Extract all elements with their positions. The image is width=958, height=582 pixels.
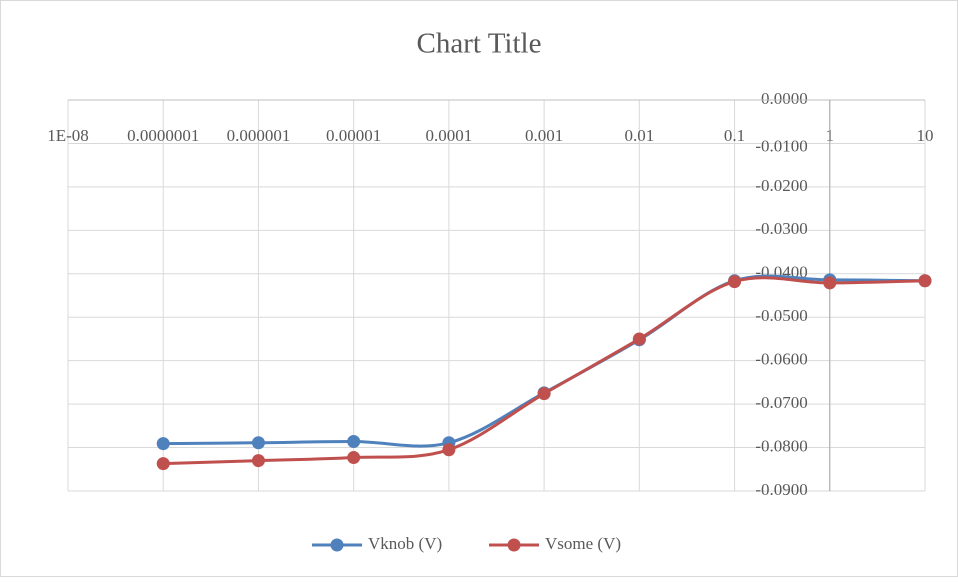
- data-point: [251, 454, 265, 468]
- y-tick-label: -0.0200: [755, 176, 807, 195]
- y-tick-label: -0.0600: [755, 350, 807, 369]
- y-tick-label: -0.0100: [755, 136, 807, 155]
- data-point: [442, 443, 456, 457]
- data-point: [347, 451, 361, 465]
- x-tick-label: 0.0001: [426, 126, 473, 145]
- x-tick-label: 0.000001: [227, 126, 291, 145]
- data-point: [347, 434, 361, 448]
- chart-title: Chart Title: [417, 28, 542, 60]
- data-point: [537, 387, 551, 401]
- data-point: [918, 274, 932, 288]
- data-point: [251, 436, 265, 450]
- legend-label: Vsome (V): [545, 534, 621, 553]
- y-tick-label: -0.0700: [755, 393, 807, 412]
- data-point: [156, 437, 170, 451]
- data-point: [823, 276, 837, 290]
- y-tick-label: 0.0000: [761, 89, 808, 108]
- y-tick-label: -0.0300: [755, 219, 807, 238]
- data-point: [728, 275, 742, 289]
- x-tick-label: 0.01: [624, 126, 654, 145]
- x-tick-label: 0.001: [525, 126, 563, 145]
- x-tick-label: 0.00001: [326, 126, 381, 145]
- y-tick-label: -0.0800: [755, 436, 807, 455]
- legend-marker: [330, 538, 344, 552]
- x-tick-label: 0.1: [724, 126, 745, 145]
- x-tick-label: 10: [917, 126, 934, 145]
- data-point: [156, 457, 170, 471]
- data-point: [632, 332, 646, 346]
- x-tick-label: 1E-08: [47, 126, 89, 145]
- legend-marker: [507, 538, 521, 552]
- y-tick-label: -0.0500: [755, 306, 807, 325]
- y-tick-label: -0.0900: [755, 480, 807, 499]
- x-tick-label: 0.0000001: [127, 126, 199, 145]
- legend-label: Vknob (V): [368, 534, 442, 553]
